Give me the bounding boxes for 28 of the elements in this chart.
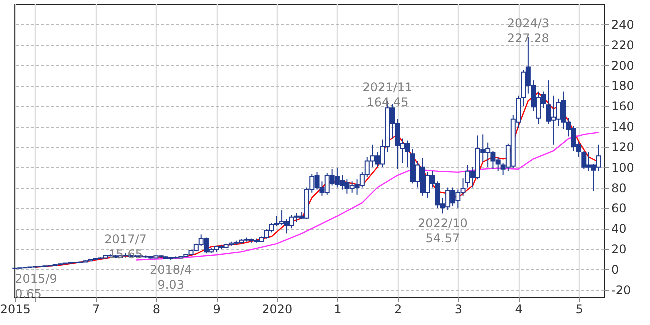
x-tick-label: 8 [152, 302, 161, 316]
y-tick-label: 80 [612, 181, 627, 196]
y-tick-label: 40 [612, 222, 627, 236]
x-tick-label: 4 [515, 302, 523, 316]
y-tick-label: 180 [612, 79, 634, 94]
y-tick-label: 240 [612, 18, 634, 32]
y-tick-label: 20 [612, 242, 627, 257]
y-tick-label: 100 [612, 160, 634, 175]
y-tick-label: -20 [612, 283, 632, 298]
x-tick-label: 3 [454, 302, 462, 316]
x-tick-label: 2015 [0, 302, 31, 316]
y-tick-label: 160 [612, 100, 634, 114]
annotation: 2022/10 54.57 [418, 216, 468, 246]
annotation: 2024/3 227.28 [507, 16, 550, 46]
y-tick-label: 120 [612, 140, 634, 154]
y-tick-label: 220 [612, 38, 634, 52]
x-tick-label: 5 [576, 302, 584, 316]
y-tick-label: 140 [612, 120, 634, 134]
y-tick-label: 60 [612, 202, 627, 216]
annotation: 2018/4 9.03 [150, 263, 192, 292]
y-tick-label: 0 [612, 262, 620, 277]
x-tick-label: 2020 [262, 302, 293, 316]
x-tick-label: 1 [334, 302, 342, 316]
y-tick-label: 200 [612, 58, 634, 73]
x-tick-label: 2 [394, 302, 402, 316]
x-tick-label: 7 [92, 302, 100, 316]
x-tick-label: 9 [213, 302, 221, 316]
annotation: 2021/11 164.45 [362, 80, 413, 110]
